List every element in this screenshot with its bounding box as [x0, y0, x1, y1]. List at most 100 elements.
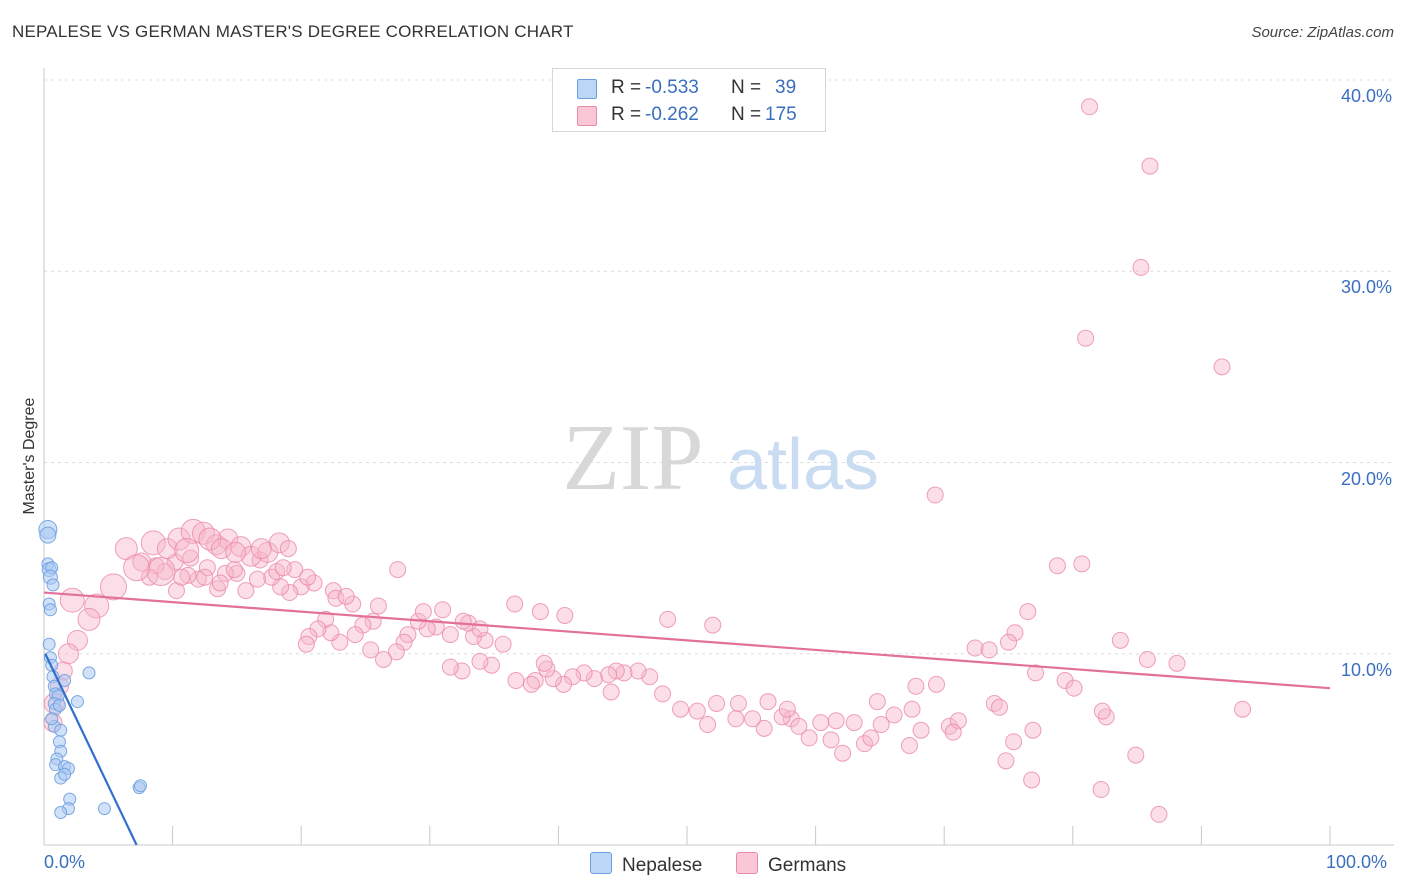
nepalese-point [52, 698, 66, 712]
germans-point [868, 693, 886, 711]
germans-point [1132, 258, 1150, 276]
nepalese-point [46, 578, 60, 592]
germans-point [279, 540, 297, 558]
germans-point [556, 607, 574, 624]
germans-point [297, 635, 315, 653]
germans-point [997, 752, 1015, 770]
germans-point [522, 675, 540, 693]
source-label: Source: ZipAtlas.com [1251, 24, 1394, 41]
germans-point [755, 719, 773, 737]
germans-points [43, 98, 1252, 823]
germans-point [210, 538, 232, 560]
germans-point [834, 744, 852, 762]
nepalese-trend-line [44, 653, 138, 846]
axes [43, 68, 1394, 846]
watermark-atlas: atlas [727, 425, 879, 505]
germans-point [1048, 557, 1066, 575]
germans-point [1234, 700, 1252, 718]
germans-point [990, 698, 1008, 716]
germans-point [1019, 603, 1037, 621]
x-tick-label-max: 100.0% [1326, 852, 1388, 872]
germans-point [944, 723, 962, 741]
grid-lines [44, 79, 1394, 655]
germans-point [607, 662, 625, 680]
nepalese-point [82, 666, 96, 680]
germans-point [146, 557, 176, 587]
legend-label-nepalese: Nepalese [622, 855, 703, 876]
germans-point [189, 570, 207, 588]
germans-point [912, 721, 930, 739]
correlation-stats-box: R = -0.533 N = 39 R = -0.262 N = 175 [552, 68, 826, 132]
germans-point [441, 658, 459, 676]
germans-point [1027, 664, 1045, 682]
germans-point [1006, 624, 1024, 642]
y-tick-label: 10.0% [1340, 659, 1392, 680]
germans-point [585, 670, 603, 688]
germans-point [434, 601, 452, 619]
r-value: -0.262 [645, 104, 699, 125]
n-label: N = [731, 104, 762, 125]
nepalese-points [38, 519, 147, 819]
germans-point [84, 593, 110, 619]
germans-point [389, 561, 407, 579]
germans-point [248, 570, 266, 588]
nepalese-point [54, 723, 68, 737]
germans-point [862, 729, 880, 747]
germans-point [699, 716, 717, 734]
germans-point [59, 587, 85, 613]
trend-lines [43, 591, 1331, 846]
nepalese-point [45, 712, 59, 726]
germans-point [1024, 721, 1042, 739]
legend: Nepalese Germans [0, 852, 1406, 878]
watermark-zip: ZIP [563, 406, 704, 510]
germans-point [708, 694, 726, 712]
germans-point [305, 574, 323, 592]
germans-point [225, 541, 247, 563]
germans-point [507, 672, 525, 690]
germans-point [198, 559, 216, 577]
germans-point [729, 694, 747, 712]
r-value: -0.533 [645, 77, 699, 98]
watermark: ZIP atlas [563, 406, 880, 510]
n-value: 175 [765, 104, 797, 125]
germans-point [1081, 98, 1099, 116]
legend-item-germans[interactable]: Germans [736, 852, 846, 877]
germans-point [237, 582, 255, 600]
germans-point [629, 662, 647, 680]
germans-point [903, 700, 921, 718]
germans-point [281, 584, 299, 602]
n-value: 39 [775, 77, 797, 98]
germans-point [216, 564, 234, 582]
germans-point [441, 626, 459, 644]
germans-point [531, 603, 549, 621]
germans-point [369, 597, 387, 615]
germans-point [274, 559, 292, 577]
germans-point [299, 568, 317, 586]
germans-point [980, 641, 998, 659]
germans-point [1213, 358, 1231, 376]
germans-point [900, 737, 918, 755]
germans-point [1005, 733, 1023, 751]
germans-point [1168, 654, 1186, 672]
germans-point [845, 714, 863, 732]
germans-point [855, 735, 873, 753]
germans-point [885, 706, 903, 724]
germans-point [494, 635, 512, 653]
nepalese-point [42, 637, 56, 651]
nepalese-swatch [577, 79, 597, 99]
germans-point [77, 607, 101, 631]
germans-point [1150, 805, 1168, 823]
nepalese-point [97, 802, 111, 816]
germans-point [123, 554, 151, 582]
nepalese-point [58, 767, 72, 781]
y-tick-label: 30.0% [1340, 277, 1392, 298]
germans-point [812, 714, 830, 732]
germans-point [659, 610, 677, 628]
germans-point [1092, 781, 1110, 799]
germans-point [414, 603, 432, 621]
y-tick-label: 40.0% [1340, 86, 1392, 106]
legend-item-nepalese[interactable]: Nepalese [590, 852, 702, 877]
nepalese-point [39, 526, 57, 544]
germans-point [1000, 633, 1017, 651]
